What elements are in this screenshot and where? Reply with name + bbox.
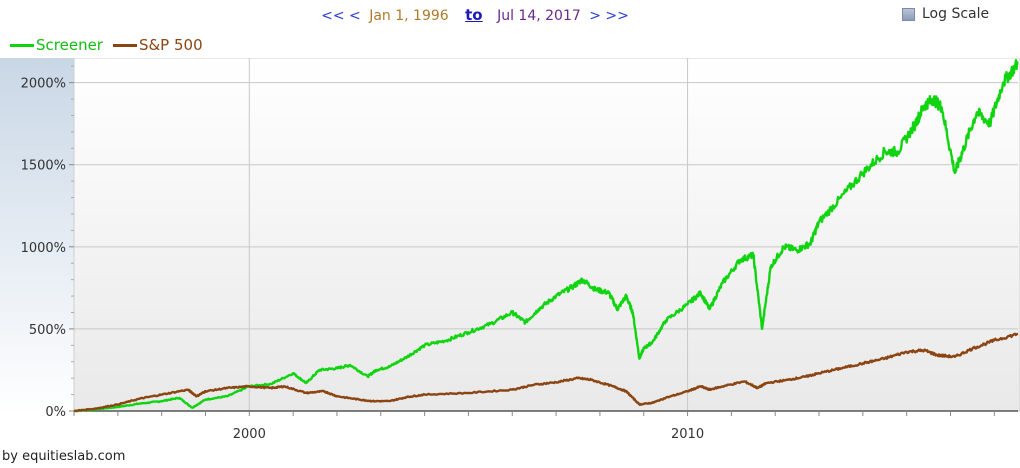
x-tick-label: 2010 — [671, 427, 704, 438]
legend-label-screener: Screener — [36, 36, 103, 54]
date-range-nav: << < Jan 1, 1996 to Jul 14, 2017 > >> — [0, 6, 950, 24]
series-lines — [73, 59, 1019, 413]
chart-area: 0% 500% 1000% 1500% 2000% 2000 2010 — [0, 57, 1020, 442]
jump-back-fast-button[interactable]: << — [321, 8, 345, 24]
chart-legend: Screener S&P 500 — [10, 36, 213, 54]
end-date[interactable]: Jul 14, 2017 — [497, 8, 581, 24]
y-tick-label: 1000% — [21, 241, 66, 256]
credit-text: by equitieslab.com — [2, 449, 126, 464]
log-scale-checkbox[interactable] — [902, 7, 915, 21]
series-line-sp500 — [73, 332, 1019, 413]
legend-item-screener[interactable]: Screener — [10, 36, 103, 54]
jump-forward-fast-button[interactable]: >> — [605, 8, 629, 24]
legend-swatch-screener — [10, 43, 34, 47]
jump-back-button[interactable]: < — [349, 8, 361, 24]
y-tick-label: 1500% — [21, 159, 66, 174]
series-line-screener — [73, 59, 1019, 413]
grid-lines — [74, 58, 1018, 412]
start-date[interactable]: Jan 1, 1996 — [369, 8, 449, 24]
x-tick-label: 2000 — [233, 427, 266, 438]
to-link[interactable]: to — [465, 6, 483, 24]
log-scale-toggle[interactable]: Log Scale — [902, 6, 989, 22]
legend-swatch-sp500 — [112, 43, 137, 47]
performance-chart: 0% 500% 1000% 1500% 2000% 2000 2010 — [0, 57, 1020, 442]
jump-forward-button[interactable]: > — [589, 8, 601, 24]
legend-label-sp500: S&P 500 — [138, 36, 203, 54]
log-scale-label: Log Scale — [922, 6, 990, 22]
y-tick-label: 2000% — [21, 77, 66, 92]
y-tick-label: 0% — [45, 405, 66, 420]
legend-item-sp500[interactable]: S&P 500 — [112, 36, 203, 54]
y-tick-label: 500% — [29, 323, 66, 338]
